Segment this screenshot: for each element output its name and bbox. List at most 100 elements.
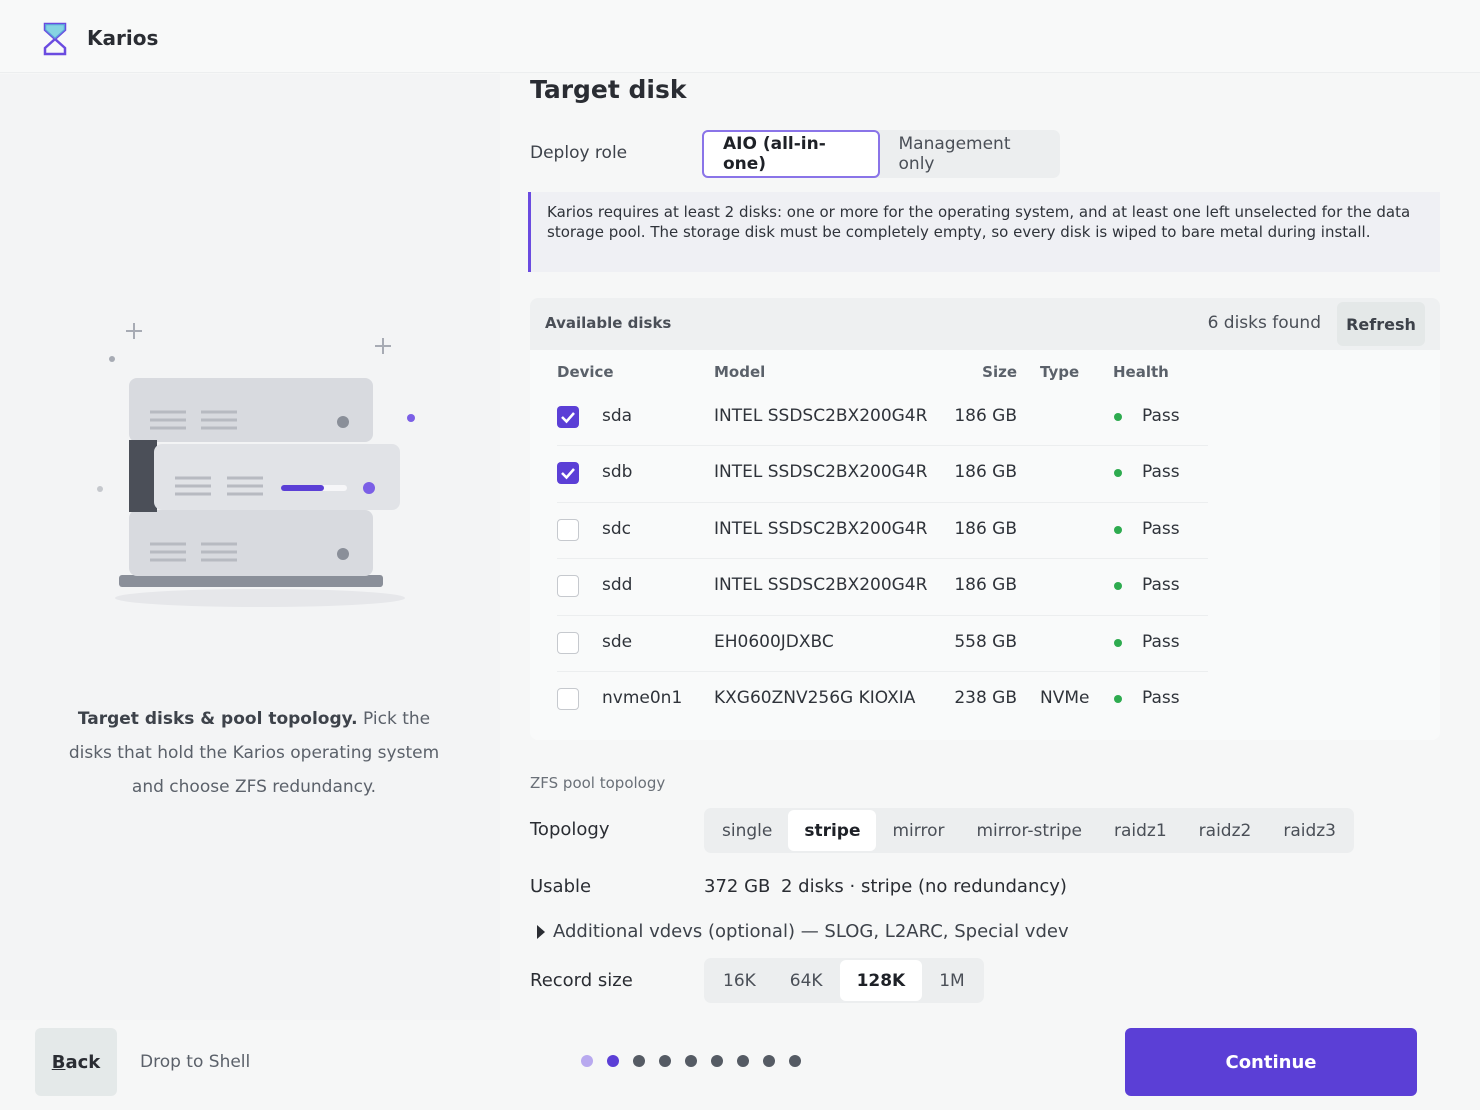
column-header: Model [714,363,766,381]
cell-size: 186 GB [954,462,1017,483]
role-option[interactable]: Management only [898,134,1011,174]
step-dot [607,1055,619,1067]
usable-note: 2 disks · stripe (no redundancy) [781,876,1067,897]
disks-title: Available disks [545,314,672,332]
topology-option[interactable]: single [722,820,773,841]
pool-title: ZFS pool topology [530,774,666,792]
back-label: Back [51,1051,101,1073]
column-header: Type [1040,363,1080,381]
column-header: Device [557,363,614,381]
cell-health: Pass [1142,631,1180,652]
step-dot [763,1055,775,1067]
step-dot [685,1055,697,1067]
cell-size: 186 GB [954,575,1017,596]
page-title: Target disk [530,75,687,104]
checkbox[interactable] [557,575,579,598]
record-size-option[interactable]: 64K [789,970,823,991]
vdevs-toggle[interactable]: Additional vdevs (optional) — SLOG, L2AR… [553,921,1069,942]
cell-model: KXG60ZNV256G KIOXIA [714,688,916,708]
cell-health: Pass [1142,462,1180,483]
check-icon [561,468,575,480]
cell-size: 186 GB [954,406,1017,426]
row-divider [557,558,1208,560]
cell-type: NVMe [1040,688,1090,708]
sidebar-caption: Target disks & pool topology. Pick the d… [60,702,448,804]
continue-button[interactable]: Continue [1125,1028,1417,1096]
topology-option[interactable]: raidz3 [1283,820,1336,841]
cell-device: sdb [602,462,633,483]
record-size-option[interactable]: 128K [839,960,923,1001]
record-size-label: Record size [530,970,633,991]
health-dot [1114,469,1122,478]
cell-device: sdd [602,575,633,596]
row-divider [557,614,1208,616]
checkbox[interactable] [557,462,579,485]
cell-health: Pass [1142,518,1180,539]
row-divider [557,501,1208,503]
cell-model: EH0600JDXBC [714,631,834,652]
cell-health: Pass [1142,406,1180,426]
row-divider [557,445,1208,447]
record-size-option[interactable]: 1M [939,970,965,991]
health-dot [1114,525,1122,534]
cell-device: sdc [602,518,631,539]
caption-lead: Target disks & pool topology. [77,709,358,729]
column-header: Health [1113,363,1169,381]
topology-option[interactable]: mirror-stripe [976,820,1082,841]
cell-size: 186 GB [954,518,1017,539]
shell-button[interactable]: Drop to Shell [140,1052,251,1072]
checkbox[interactable] [557,631,579,654]
back-button[interactable]: Back [35,1028,117,1096]
checkbox[interactable] [557,406,579,428]
health-dot [1114,582,1122,591]
topology-option[interactable]: mirror [892,820,945,841]
health-dot [1114,695,1122,703]
usable-value: 372 GB [704,876,771,897]
notice: Karios requires at least 2 disks: one or… [528,192,1440,272]
record-size-option[interactable]: 16K [723,970,756,991]
disks-count: 6 disks found [1207,313,1321,333]
cell-model: INTEL SSDSC2BX200G4R [714,406,928,426]
server-illustration [97,323,415,607]
cell-model: INTEL SSDSC2BX200G4R [714,575,928,596]
brand: Karios [87,26,159,50]
cell-device: sde [602,631,633,652]
check-icon [561,412,575,424]
deploy-role-label: Deploy role [530,143,628,163]
disks-card [530,298,1440,740]
expand-arrow[interactable] [536,924,546,940]
checkbox[interactable] [557,518,579,541]
disks-card-header [530,298,1440,350]
health-dot [1114,413,1122,421]
usable-label: Usable [530,876,592,897]
topology-toggle: single stripe mirror mirror-stripe raidz1 rai… [704,808,1354,853]
refresh-button[interactable]: Refresh [1337,302,1425,346]
step-dot [737,1055,749,1067]
topology-option[interactable]: stripe [788,810,877,851]
role-option[interactable]: AIO (all-in-one) [702,130,880,178]
cell-health: Pass [1142,688,1180,708]
caption-text: Pick the disks that hold the Karios oper… [68,709,440,797]
cell-size: 238 GB [954,688,1017,708]
cell-model: INTEL SSDSC2BX200G4R [714,462,928,483]
record-size-toggle: 16K 64K 128K 1M [704,958,984,1003]
step-dot [789,1055,801,1067]
topology-option[interactable]: raidz2 [1198,820,1252,841]
cell-device: sda [602,406,633,426]
cell-model: INTEL SSDSC2BX200G4R [714,518,928,539]
step-dot [711,1055,723,1067]
checkbox[interactable] [557,688,579,710]
column-header: Size [982,363,1017,381]
cell-size: 558 GB [954,631,1017,652]
step-dot [659,1055,671,1067]
step-dot [633,1055,645,1067]
health-dot [1114,638,1122,647]
cell-health: Pass [1142,575,1180,596]
row-divider [557,671,1208,672]
logo [43,22,67,56]
topology-option[interactable]: raidz1 [1113,820,1167,841]
deploy-role-toggle: AIO (all-in-one) Management only [702,130,1060,178]
topology-label: Topology [530,819,610,840]
step-dot [581,1055,593,1067]
